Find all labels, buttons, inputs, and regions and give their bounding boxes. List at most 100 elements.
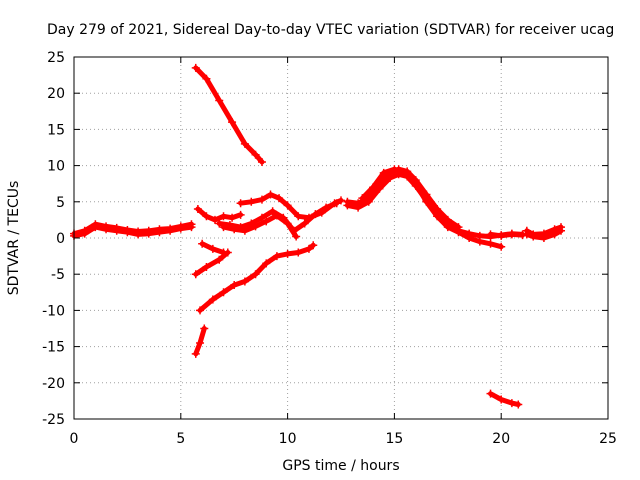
y-tick-label: 5 — [56, 195, 65, 211]
data-point-marker — [228, 118, 237, 127]
data-point-marker — [539, 229, 548, 238]
data-point-marker — [262, 259, 271, 268]
data-point-marker — [102, 222, 111, 231]
x-tick-label: 5 — [176, 431, 185, 447]
data-point-marker — [247, 197, 256, 206]
data-point-marker — [144, 226, 153, 235]
data-point-marker — [155, 225, 164, 234]
data-point-marker — [219, 288, 228, 297]
data-point-marker — [364, 197, 373, 206]
series-arc-rising-long — [197, 242, 316, 313]
data-point-marker — [202, 262, 211, 271]
data-point-marker — [294, 212, 303, 221]
data-point-marker — [486, 389, 495, 398]
data-point-marker — [230, 281, 239, 290]
data-point-marker — [411, 179, 420, 188]
data-point-marker — [401, 168, 410, 177]
data-point-marker — [251, 150, 260, 159]
data-point-marker — [283, 201, 292, 210]
data-point-marker — [497, 395, 506, 404]
data-point-marker — [112, 223, 121, 232]
data-point-marker — [191, 349, 200, 358]
x-tick-label: 15 — [385, 431, 403, 447]
series-arc-late — [488, 231, 526, 239]
x-tick-labels: 0 5 10 15 20 25 — [70, 431, 617, 447]
data-point-marker — [251, 222, 260, 231]
data-point-marker — [465, 234, 474, 242]
data-point-marker — [557, 223, 566, 232]
data-point-marker — [257, 213, 266, 222]
data-point-marker — [228, 213, 237, 222]
data-point-marker — [262, 217, 271, 226]
y-tick-label: 10 — [47, 159, 65, 175]
data-point-marker — [522, 226, 531, 235]
data-point-marker — [240, 277, 249, 286]
data-point-marker — [422, 197, 431, 206]
data-point-marker — [497, 242, 506, 251]
data-point-marker — [322, 203, 331, 212]
x-tick-label: 20 — [492, 431, 510, 447]
data-point-marker — [507, 230, 516, 239]
data-point-marker — [230, 225, 239, 234]
data-point-marker — [507, 399, 516, 408]
data-point-marker — [134, 227, 143, 236]
data-point-marker — [275, 194, 284, 203]
data-point-marker — [332, 199, 341, 208]
data-point-marker — [193, 205, 202, 214]
data-point-marker — [191, 270, 200, 279]
data-point-marker — [80, 226, 89, 235]
data-series — [70, 63, 566, 409]
data-point-marker — [390, 165, 399, 174]
data-point-marker — [91, 220, 100, 229]
y-tick-label: -20 — [42, 376, 65, 392]
data-point-marker — [208, 244, 217, 253]
data-point-marker — [236, 199, 245, 208]
data-point-marker — [304, 244, 313, 253]
data-point-marker — [292, 232, 301, 241]
data-point-marker — [309, 241, 318, 250]
chart-title: Day 279 of 2021, Sidereal Day-to-day VTE… — [47, 22, 614, 38]
axis-ticks — [73, 56, 609, 420]
data-point-marker — [187, 220, 196, 229]
data-point-marker — [354, 203, 363, 212]
data-point-marker — [343, 201, 352, 210]
data-point-marker — [176, 222, 185, 231]
data-point-marker — [200, 324, 209, 333]
data-point-marker — [196, 306, 205, 315]
y-tick-label: 15 — [47, 122, 65, 138]
data-point-marker — [219, 223, 228, 232]
data-point-marker — [550, 225, 559, 234]
data-point-marker — [240, 226, 249, 235]
data-point-marker — [219, 212, 228, 221]
data-point-marker — [257, 157, 266, 166]
data-point-marker — [311, 210, 320, 219]
x-tick-label: 0 — [70, 431, 79, 447]
data-point-marker — [219, 248, 228, 257]
data-point-marker — [386, 173, 395, 182]
data-point-marker — [294, 248, 303, 257]
data-point-marker — [191, 63, 200, 72]
x-axis-label: GPS time / hours — [282, 458, 399, 474]
data-point-marker — [443, 223, 452, 232]
data-point-marker — [215, 255, 224, 264]
data-point-marker — [240, 139, 249, 148]
x-tick-label: 10 — [279, 431, 297, 447]
data-point-marker — [369, 183, 378, 192]
data-point-marker — [251, 270, 260, 279]
data-point-marker — [337, 196, 345, 205]
data-point-marker — [514, 400, 523, 409]
y-tick-label: 20 — [47, 86, 65, 102]
data-point-marker — [202, 74, 211, 83]
data-point-marker — [196, 338, 205, 347]
data-point-marker — [433, 212, 442, 221]
data-point-marker — [215, 219, 224, 228]
data-point-marker — [486, 239, 495, 248]
data-point-marker — [166, 224, 175, 233]
y-axis-label: SDTVAR / TECUs — [6, 181, 22, 296]
data-point-marker — [210, 215, 219, 224]
data-point-marker — [202, 212, 211, 221]
data-point-marker — [236, 210, 245, 219]
data-point-marker — [198, 239, 207, 248]
data-point-marker — [375, 184, 384, 193]
